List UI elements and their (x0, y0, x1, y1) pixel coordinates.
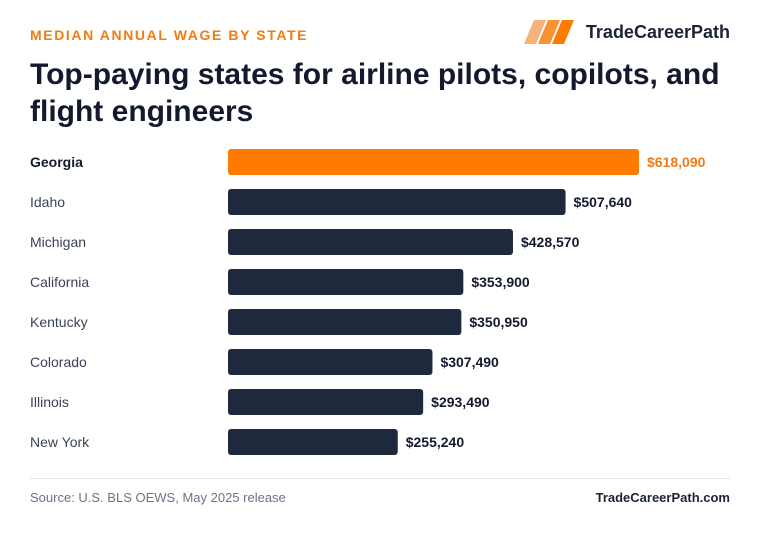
category-label: Michigan (30, 234, 86, 250)
category-label: California (30, 274, 89, 290)
bar (228, 229, 513, 255)
category-label: Illinois (30, 394, 69, 410)
category-label: Idaho (30, 194, 65, 210)
value-label: $350,950 (469, 314, 528, 330)
bar (228, 349, 433, 375)
site-link[interactable]: TradeCareerPath.com (595, 490, 730, 505)
bar (228, 149, 639, 175)
brand-name: TradeCareerPath (585, 21, 730, 42)
value-label: $293,490 (431, 394, 490, 410)
bar (228, 269, 464, 295)
category-label: Colorado (30, 354, 87, 370)
category-label: New York (30, 434, 90, 450)
value-label: $307,490 (440, 354, 499, 370)
value-label: $428,570 (521, 234, 580, 250)
category-label: Georgia (30, 154, 83, 170)
value-label: $618,090 (647, 154, 706, 170)
chart-eyebrow: MEDIAN ANNUAL WAGE BY STATE (30, 27, 309, 43)
brand[interactable]: TradeCareerPath (523, 20, 730, 44)
bar (228, 309, 462, 335)
value-label: $255,240 (406, 434, 465, 450)
bar (228, 189, 566, 215)
source-note: Source: U.S. BLS OEWS, May 2025 release (30, 490, 286, 505)
divider (30, 478, 730, 479)
bar-chart: Georgia $618,090 Idaho $507,640 Michigan $428… (30, 149, 706, 455)
value-label: $353,900 (471, 274, 530, 290)
category-label: Kentucky (30, 314, 88, 330)
chart-title: Top-paying states for airline pilots, co… (30, 58, 720, 128)
bar (228, 429, 398, 455)
bar (228, 389, 424, 415)
value-label: $507,640 (574, 194, 633, 210)
stripes-logo-icon (523, 20, 574, 44)
